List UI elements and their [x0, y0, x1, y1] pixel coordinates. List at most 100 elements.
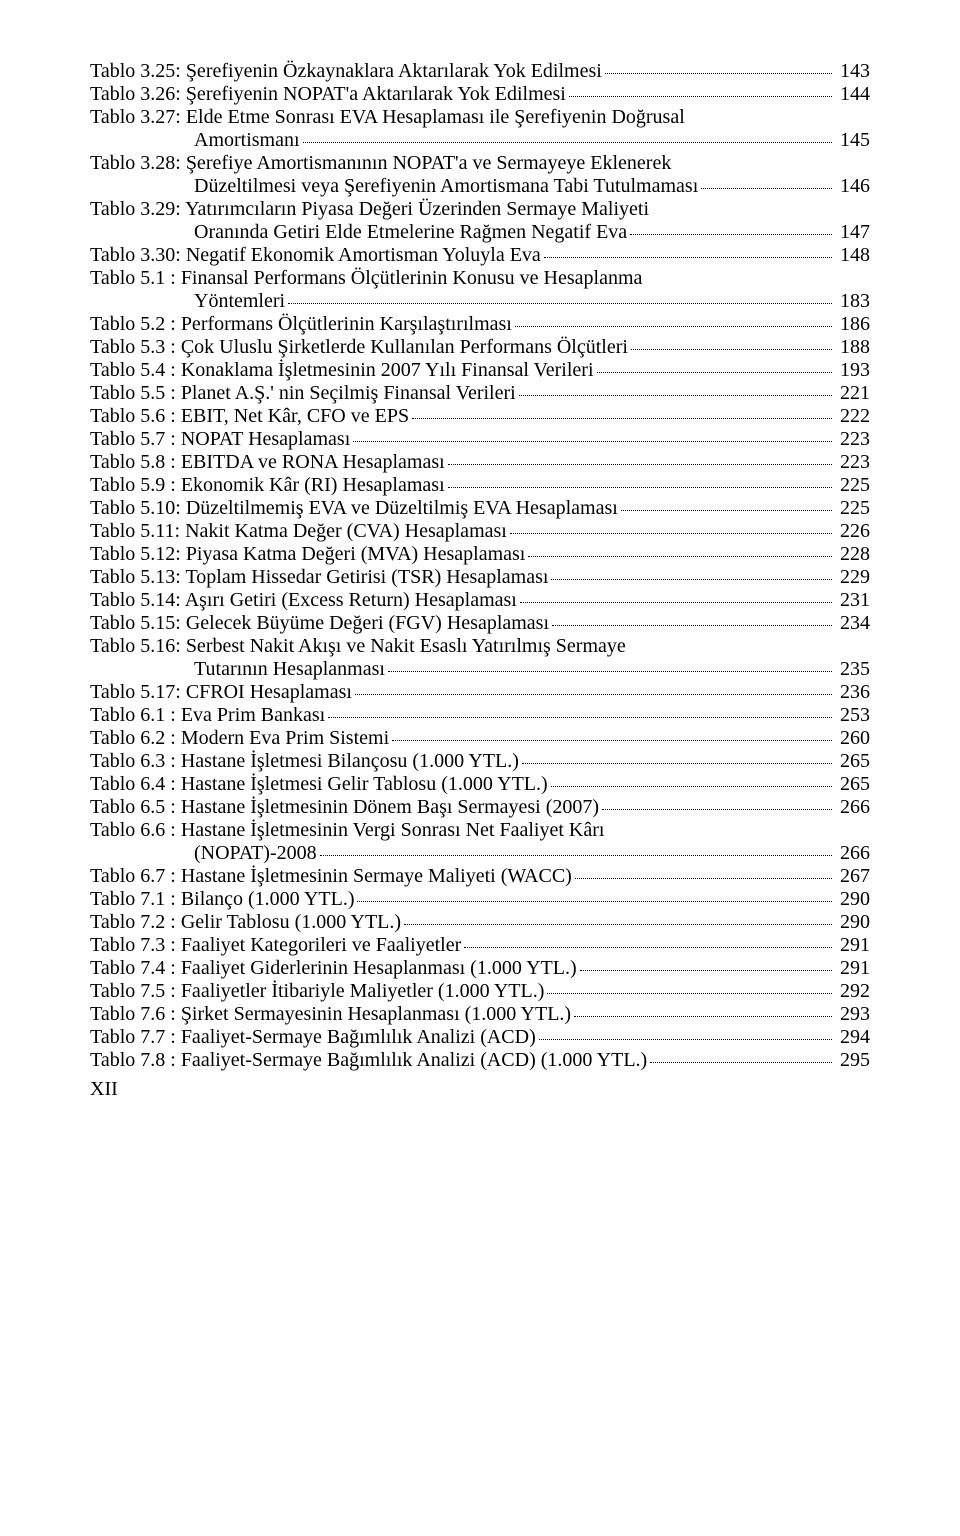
toc-page: 221: [835, 382, 870, 405]
toc-title: Şerefiyenin NOPAT'a Aktarılarak Yok Edil…: [181, 83, 566, 106]
toc-page: 222: [835, 405, 870, 428]
toc-entry: Tablo 7.8 : Faaliyet-Sermaye Bağımlılık …: [90, 1049, 870, 1072]
toc-page: 228: [835, 543, 870, 566]
toc-entry: Tablo 5.10: Düzeltilmemiş EVA ve Düzelti…: [90, 497, 870, 520]
toc-page: 266: [835, 796, 870, 819]
toc-row: Tablo 3.28: Şerefiye Amortismanının NOPA…: [90, 152, 870, 175]
toc-row-continuation: Düzeltilmesi veya Şerefiyenin Amortisman…: [90, 175, 870, 198]
toc-entry: Tablo 5.2 : Performans Ölçütlerinin Karş…: [90, 313, 870, 336]
toc-entry: Tablo 5.15: Gelecek Büyüme Değeri (FGV) …: [90, 612, 870, 635]
toc-leader-dots: [412, 418, 832, 419]
toc-title: Toplam Hissedar Getirisi (TSR) Hesaplama…: [181, 566, 549, 589]
toc-entry: Tablo 3.30: Negatif Ekonomik Amortisman …: [90, 244, 870, 267]
toc-entry: Tablo 5.16: Serbest Nakit Akışı ve Nakit…: [90, 635, 870, 681]
toc-entry: Tablo 6.6 : Hastane İşletmesinin Vergi S…: [90, 819, 870, 865]
toc-page: 253: [835, 704, 870, 727]
toc-leader-dots: [522, 763, 832, 764]
toc-title: Ekonomik Kâr (RI) Hesaplaması: [176, 474, 445, 497]
toc-page: 148: [835, 244, 870, 267]
toc-label: Tablo 5.6 :: [90, 405, 176, 428]
toc-page: 145: [835, 129, 870, 152]
toc-title: Negatif Ekonomik Amortisman Yoluyla Eva: [181, 244, 541, 267]
toc-title: Yatırımcıların Piyasa Değeri Üzerinden S…: [181, 198, 649, 221]
toc-row: Tablo 5.11: Nakit Katma Değer (CVA) Hesa…: [90, 520, 870, 543]
toc-leader-dots: [575, 878, 832, 879]
toc-entry: Tablo 6.3 : Hastane İşletmesi Bilançosu …: [90, 750, 870, 773]
toc-row: Tablo 5.13: Toplam Hissedar Getirisi (TS…: [90, 566, 870, 589]
toc-label: Tablo 7.6 :: [90, 1003, 176, 1026]
toc-page: 143: [835, 60, 870, 83]
toc-page: 291: [835, 957, 870, 980]
toc-label: Tablo 7.3 :: [90, 934, 176, 957]
toc-row: Tablo 6.6 : Hastane İşletmesinin Vergi S…: [90, 819, 870, 842]
toc-entry: Tablo 5.8 : EBITDA ve RONA Hesaplaması 2…: [90, 451, 870, 474]
toc-row: Tablo 3.29: Yatırımcıların Piyasa Değeri…: [90, 198, 870, 221]
toc-page: 223: [835, 428, 870, 451]
toc-page: 234: [835, 612, 870, 635]
toc-title-cont: Yöntemleri: [194, 290, 285, 313]
toc-label: Tablo 3.27:: [90, 106, 181, 129]
toc-page: 231: [835, 589, 870, 612]
toc-page: 193: [835, 359, 870, 382]
toc-entry: Tablo 5.1 : Finansal Performans Ölçütler…: [90, 267, 870, 313]
toc-title: Bilanço (1.000 YTL.): [176, 888, 355, 911]
toc-label: Tablo 5.3 :: [90, 336, 176, 359]
toc-leader-dots: [515, 326, 832, 327]
toc-row: Tablo 3.27: Elde Etme Sonrası EVA Hesapl…: [90, 106, 870, 129]
toc-row: Tablo 3.30: Negatif Ekonomik Amortisman …: [90, 244, 870, 267]
toc-page: 293: [835, 1003, 870, 1026]
toc-entry: Tablo 3.26: Şerefiyenin NOPAT'a Aktarıla…: [90, 83, 870, 106]
toc-label: Tablo 5.12:: [90, 543, 181, 566]
toc-row: Tablo 5.7 : NOPAT Hesaplaması 223: [90, 428, 870, 451]
toc-leader-dots: [574, 1016, 832, 1017]
toc-entry: Tablo 6.1 : Eva Prim Bankası 253: [90, 704, 870, 727]
toc-row: Tablo 5.9 : Ekonomik Kâr (RI) Hesaplamas…: [90, 474, 870, 497]
toc-leader-dots: [288, 303, 832, 304]
toc-title: Planet A.Ş.' nin Seçilmiş Finansal Veril…: [176, 382, 516, 405]
toc-row: Tablo 7.2 : Gelir Tablosu (1.000 YTL.) 2…: [90, 911, 870, 934]
toc-row: Tablo 3.25: Şerefiyenin Özkaynaklara Akt…: [90, 60, 870, 83]
toc-entry: Tablo 5.3 : Çok Uluslu Şirketlerde Kulla…: [90, 336, 870, 359]
toc-entry: Tablo 6.2 : Modern Eva Prim Sistemi 260: [90, 727, 870, 750]
toc-leader-dots: [510, 533, 832, 534]
toc-row: Tablo 6.2 : Modern Eva Prim Sistemi 260: [90, 727, 870, 750]
toc-entry: Tablo 5.7 : NOPAT Hesaplaması 223: [90, 428, 870, 451]
toc-page: 186: [835, 313, 870, 336]
toc-leader-dots: [353, 441, 832, 442]
toc-leader-dots: [539, 1039, 832, 1040]
toc-title: Şirket Sermayesinin Hesaplanması (1.000 …: [176, 1003, 571, 1026]
toc-leader-dots: [597, 372, 832, 373]
toc-label: Tablo 7.7 :: [90, 1026, 176, 1049]
toc-row: Tablo 6.3 : Hastane İşletmesi Bilançosu …: [90, 750, 870, 773]
toc-row-continuation: (NOPAT)-2008 266: [90, 842, 870, 865]
toc-row: Tablo 7.7 : Faaliyet-Sermaye Bağımlılık …: [90, 1026, 870, 1049]
toc-label: Tablo 5.1 :: [90, 267, 176, 290]
toc-leader-dots: [388, 671, 832, 672]
toc-title: Elde Etme Sonrası EVA Hesaplaması ile Şe…: [181, 106, 685, 129]
toc-label: Tablo 6.6 :: [90, 819, 176, 842]
toc-leader-dots: [392, 740, 832, 741]
toc-page: 146: [835, 175, 870, 198]
toc-page: 225: [835, 497, 870, 520]
toc-row-continuation: Oranında Getiri Elde Etmelerine Rağmen N…: [90, 221, 870, 244]
toc-entry: Tablo 5.11: Nakit Katma Değer (CVA) Hesa…: [90, 520, 870, 543]
toc-label: Tablo 7.1 :: [90, 888, 176, 911]
toc-row: Tablo 5.17: CFROI Hesaplaması 236: [90, 681, 870, 704]
toc-leader-dots: [631, 349, 832, 350]
toc-page: 295: [835, 1049, 870, 1072]
toc-title: Nakit Katma Değer (CVA) Hesaplaması: [180, 520, 507, 543]
toc-label: Tablo 6.1 :: [90, 704, 176, 727]
toc-page: 266: [835, 842, 870, 865]
toc-page: 267: [835, 865, 870, 888]
toc-entry: Tablo 5.6 : EBIT, Net Kâr, CFO ve EPS 22…: [90, 405, 870, 428]
toc-title: Performans Ölçütlerinin Karşılaştırılmas…: [176, 313, 512, 336]
toc-entry: Tablo 7.3 : Faaliyet Kategorileri ve Faa…: [90, 934, 870, 957]
toc-leader-dots: [357, 901, 832, 902]
toc-leader-dots: [355, 694, 832, 695]
toc-label: Tablo 5.17:: [90, 681, 181, 704]
toc-page: 225: [835, 474, 870, 497]
toc-entry: Tablo 3.29: Yatırımcıların Piyasa Değeri…: [90, 198, 870, 244]
toc-entry: Tablo 7.7 : Faaliyet-Sermaye Bağımlılık …: [90, 1026, 870, 1049]
toc-title: Hastane İşletmesinin Vergi Sonrası Net F…: [176, 819, 605, 842]
toc-row: Tablo 7.3 : Faaliyet Kategorileri ve Faa…: [90, 934, 870, 957]
